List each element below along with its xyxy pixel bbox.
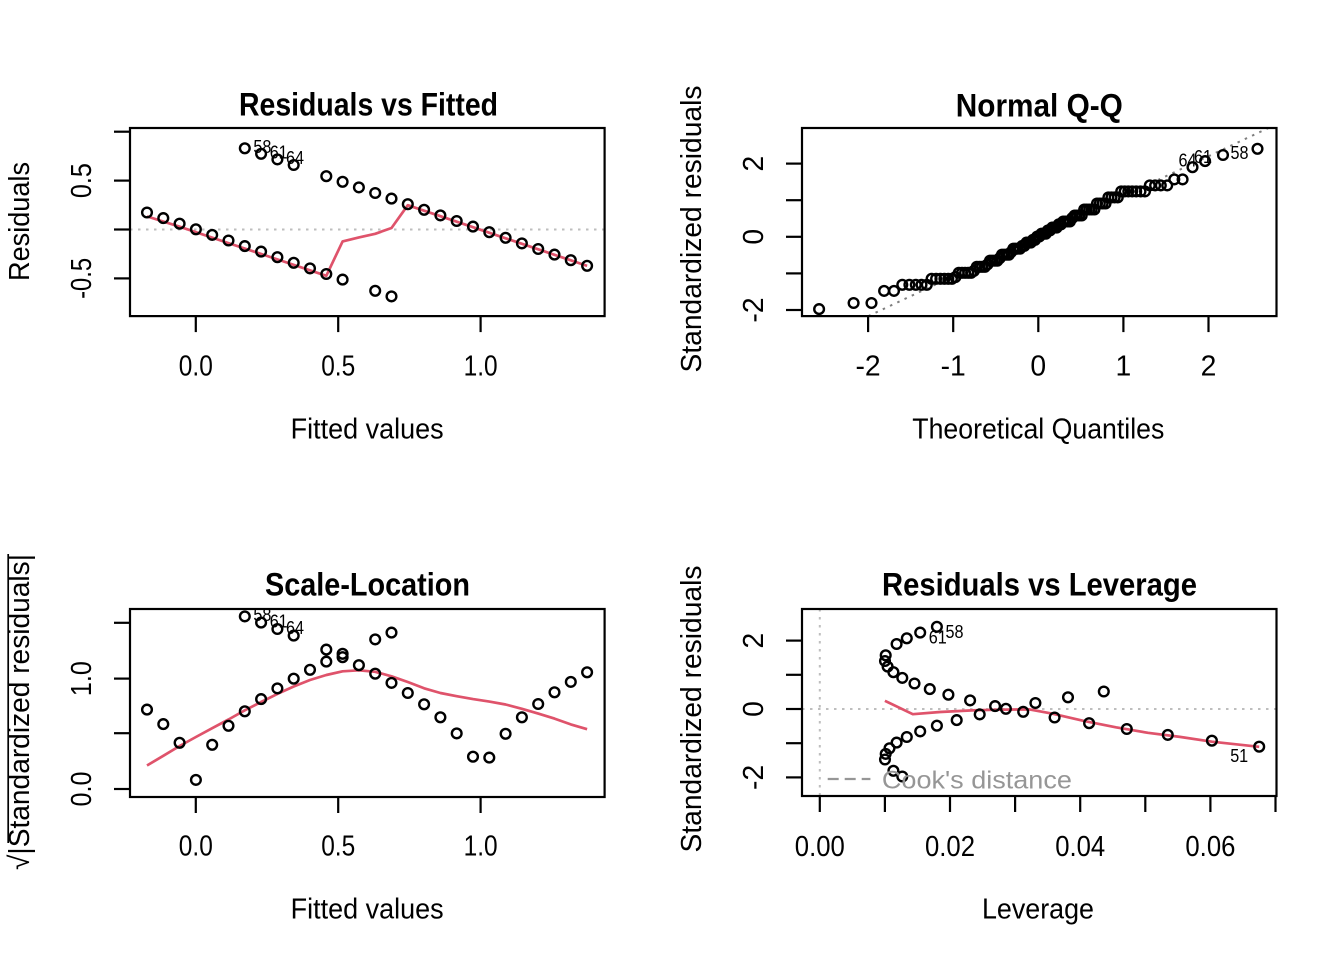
svg-text:1.0: 1.0 (464, 829, 498, 861)
svg-text:0.06: 0.06 (1185, 830, 1235, 862)
svg-text:0.5: 0.5 (321, 349, 355, 381)
svg-text:Scale-Location: Scale-Location (265, 566, 470, 603)
svg-text:0.00: 0.00 (795, 830, 845, 862)
svg-text:-1: -1 (941, 349, 966, 381)
svg-text:Theoretical Quantiles: Theoretical Quantiles (912, 413, 1164, 445)
svg-text:61: 61 (270, 611, 288, 631)
svg-text:64: 64 (286, 618, 304, 638)
svg-text:1.0: 1.0 (464, 349, 498, 381)
svg-text:0.02: 0.02 (925, 830, 975, 862)
svg-text:1: 1 (1116, 349, 1132, 381)
svg-text:1.0: 1.0 (65, 661, 97, 696)
svg-text:-2: -2 (737, 297, 769, 322)
svg-text:0: 0 (737, 701, 769, 717)
svg-text:Residuals: Residuals (3, 162, 35, 281)
svg-text:0.0: 0.0 (179, 349, 213, 381)
svg-text:61: 61 (929, 628, 947, 648)
svg-text:Leverage: Leverage (982, 893, 1094, 925)
svg-text:0: 0 (737, 229, 769, 245)
svg-text:Fitted values: Fitted values (291, 893, 444, 925)
svg-text:-2: -2 (856, 349, 881, 381)
svg-text:Cook's distance: Cook's distance (882, 766, 1072, 794)
svg-text:61: 61 (1194, 147, 1212, 167)
svg-text:Residuals vs Leverage: Residuals vs Leverage (882, 566, 1197, 603)
svg-text:58: 58 (946, 622, 964, 642)
svg-text:2: 2 (737, 633, 769, 649)
svg-text:Fitted values: Fitted values (291, 413, 444, 445)
svg-text:-2: -2 (737, 765, 769, 790)
svg-text:-0.5: -0.5 (65, 258, 97, 299)
svg-text:58: 58 (1231, 143, 1249, 163)
svg-text:2: 2 (737, 156, 769, 172)
svg-text:0: 0 (1030, 349, 1046, 381)
svg-text:0.0: 0.0 (65, 772, 97, 807)
svg-text:Standardized residuals: Standardized residuals (675, 566, 707, 853)
svg-text:2: 2 (1201, 349, 1217, 381)
svg-text:64: 64 (1179, 151, 1197, 171)
svg-text:Standardized residuals: Standardized residuals (675, 86, 707, 373)
svg-text:58: 58 (253, 137, 271, 157)
svg-text:0.5: 0.5 (65, 163, 97, 198)
svg-text:58: 58 (253, 605, 271, 625)
svg-text:Normal Q-Q: Normal Q-Q (956, 87, 1123, 124)
svg-text:0.04: 0.04 (1055, 830, 1105, 862)
svg-text:0.5: 0.5 (321, 829, 355, 861)
svg-text:51: 51 (1230, 746, 1248, 766)
svg-text:Residuals vs Fitted: Residuals vs Fitted (239, 86, 498, 123)
svg-text:0.0: 0.0 (179, 829, 213, 861)
svg-text:64: 64 (286, 148, 304, 168)
svg-text:61: 61 (270, 143, 288, 163)
